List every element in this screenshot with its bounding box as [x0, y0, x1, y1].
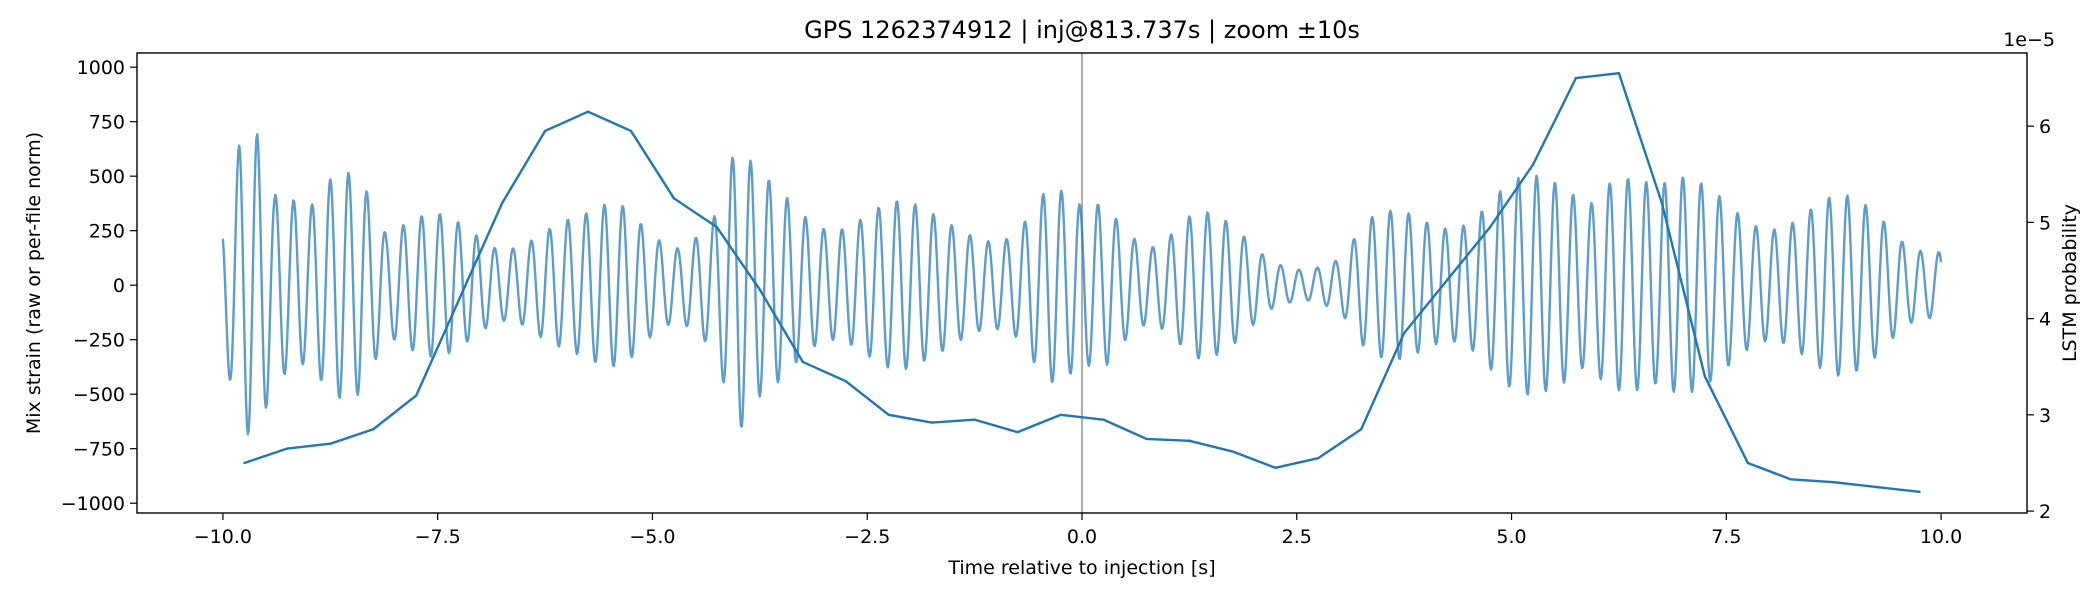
lstm-probability-point	[1617, 72, 1621, 75]
x-tick-label: −5.0	[629, 526, 675, 548]
lstm-probability-point	[887, 413, 890, 417]
lstm-probability-point	[1531, 163, 1535, 166]
lstm-probability-point	[1918, 490, 1921, 494]
lstm-probability-point	[629, 129, 633, 133]
y-axis-right-label: LSTM probability	[2059, 204, 2081, 362]
lstm-probability-point	[801, 360, 804, 364]
lstm-probability-point	[457, 298, 461, 301]
lstm-probability-point	[758, 288, 762, 291]
y-right-tick-label: 2	[2039, 501, 2051, 523]
lstm-probability-point	[500, 201, 504, 205]
x-tick-label: −10.0	[194, 526, 252, 548]
y-left-tick-label: −500	[73, 384, 125, 406]
lstm-probability-point	[1746, 461, 1750, 465]
plot-area	[221, 53, 1943, 513]
y-right-tick-label: 6	[2039, 116, 2051, 138]
y-axis-right: 2 3 4 5 6	[2027, 116, 2051, 523]
lstm-probability-point	[1188, 439, 1191, 443]
x-tick-label: 5.0	[1496, 526, 1526, 548]
lstm-probability-point	[286, 447, 289, 450]
lstm-probability-point	[243, 461, 246, 465]
y-left-tick-label: 750	[89, 112, 125, 134]
lstm-probability-point	[1402, 331, 1406, 335]
lstm-probability-point	[715, 225, 719, 229]
y-left-tick-label: 250	[89, 221, 125, 243]
lstm-probability-point	[543, 129, 547, 133]
lstm-probability-point	[1059, 413, 1062, 417]
x-tick-label: −7.5	[415, 526, 461, 548]
lstm-probability-point	[1875, 485, 1878, 489]
lstm-probability-point	[844, 379, 847, 383]
lstm-probability-point	[930, 421, 933, 424]
y-left-tick-label: −1000	[61, 493, 125, 515]
strain-series-line	[221, 133, 1943, 436]
y-left-tick-label: 500	[89, 166, 125, 188]
lstm-probability-point	[1231, 450, 1234, 453]
x-tick-label: 10.0	[1920, 526, 1962, 548]
y-axis-left: −1000 −750 −500 −250 0 250 500 750 1000	[61, 57, 137, 515]
y-left-tick-label: −750	[73, 439, 125, 461]
y-right-tick-label: 5	[2039, 212, 2051, 234]
y-left-tick-label: 1000	[77, 57, 125, 79]
lstm-probability-point	[329, 442, 332, 445]
y-right-tick-label: 4	[2039, 309, 2051, 331]
y-right-tick-label: 3	[2039, 405, 2051, 427]
lstm-probability-point	[1016, 430, 1019, 434]
lstm-probability-point	[1145, 437, 1148, 441]
x-axis-label: Time relative to injection [s]	[947, 557, 1215, 579]
chart-title: GPS 1262374912 | inj@813.737s | zoom ±10…	[804, 16, 1360, 44]
lstm-probability-point	[1789, 478, 1792, 481]
lstm-probability-point	[973, 418, 976, 421]
lstm-probability-point	[372, 428, 375, 431]
lstm-probability-point	[1660, 201, 1664, 205]
lstm-probability-point	[1317, 456, 1320, 460]
right-axis-multiplier: 1e−5	[2003, 29, 2055, 51]
x-tick-label: 2.5	[1282, 526, 1312, 548]
lstm-probability-point	[1360, 428, 1363, 431]
lstm-probability-point	[415, 394, 418, 397]
lstm-probability-point	[1102, 418, 1105, 421]
y-left-tick-label: 0	[113, 275, 125, 297]
lstm-probability-point	[1445, 278, 1449, 282]
lstm-probability-point	[1488, 225, 1492, 229]
x-tick-label: −2.5	[844, 526, 890, 548]
y-left-tick-label: −250	[73, 330, 125, 352]
x-tick-label: 0.0	[1067, 526, 1097, 548]
lstm-probability-point	[1274, 466, 1277, 469]
lstm-probability-line	[244, 72, 1920, 494]
lstm-probability-point	[586, 110, 590, 113]
y-axis-left-label: Mix strain (raw or per-file norm)	[23, 132, 45, 434]
lstm-probability-point	[1574, 76, 1578, 80]
lstm-probability-point	[1703, 375, 1707, 378]
lstm-probability-point	[1832, 481, 1835, 484]
x-tick-label: 7.5	[1711, 526, 1741, 548]
x-axis: −10.0 −7.5 −5.0 −2.5 0.0 2.5 5.0 7.5 10.0	[194, 513, 1962, 548]
lstm-probability-point	[672, 197, 676, 200]
